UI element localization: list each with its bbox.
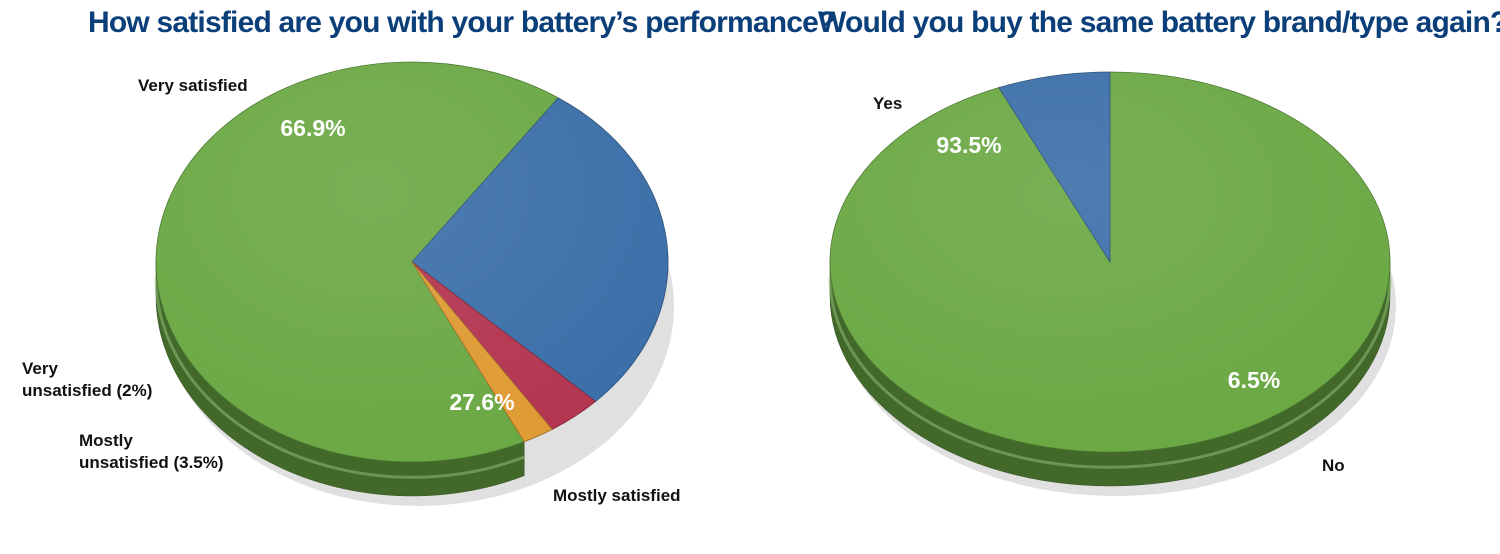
legend-label: Very satisfied <box>138 76 248 95</box>
legend-label: Mostly unsatisfied (3.5%) <box>79 431 224 472</box>
pie-rim-highlight <box>828 277 1392 469</box>
data-label: 66.9% <box>280 115 345 141</box>
pie-sheen <box>830 72 1390 452</box>
legend-label: Mostly satisfied <box>553 486 681 505</box>
chart-title-buy-again: Would you buy the same battery brand/typ… <box>818 6 1500 39</box>
pie-rim-highlight <box>154 277 525 479</box>
legend-label: Very unsatisfied (2%) <box>22 359 152 400</box>
legend-label: No <box>1322 456 1345 475</box>
pie-sheen <box>156 62 668 462</box>
data-label: 27.6% <box>449 389 514 415</box>
data-label: 6.5% <box>1228 367 1280 393</box>
chart-title-satisfaction: How satisfied are you with your battery’… <box>88 6 836 39</box>
data-label: 93.5% <box>936 132 1001 158</box>
legend-label: Yes <box>873 94 902 113</box>
